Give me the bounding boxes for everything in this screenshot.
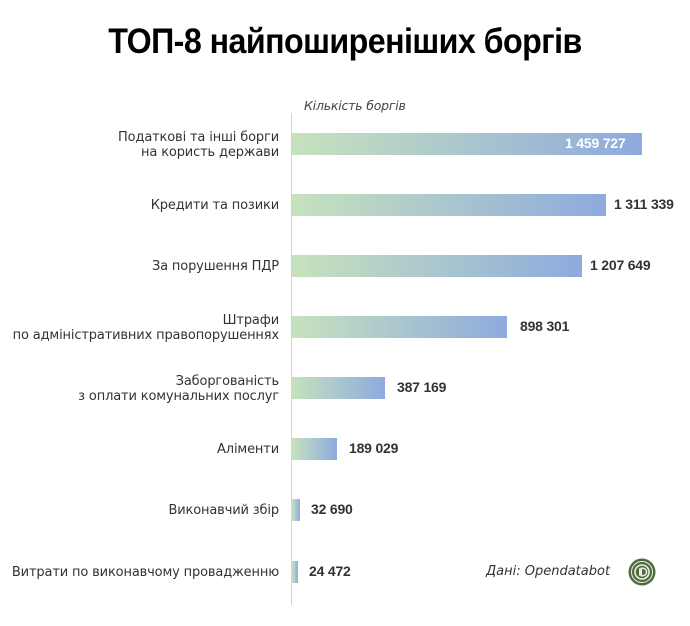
category-label-line: Аліменти xyxy=(217,442,279,457)
category-label-line: Кредити та позики xyxy=(150,198,279,213)
chart-title: ТОП-8 найпоширеніших боргів xyxy=(108,22,582,61)
category-label: Кредити та позики xyxy=(151,198,279,213)
category-label-line: з оплати комунальних послуг xyxy=(78,389,279,404)
bar xyxy=(292,561,298,583)
axis-line xyxy=(291,113,292,605)
category-label: Податкові та інші борги на користь держа… xyxy=(118,130,279,160)
bar-row: Заборгованість з оплати комунальних посл… xyxy=(0,374,690,404)
category-label: Виконавчий збір xyxy=(168,503,279,518)
category-label-line: Витрати по виконавчому провадженню xyxy=(11,565,279,580)
category-label: Аліменти xyxy=(217,442,279,457)
bar xyxy=(292,438,337,460)
category-label: Витрати по виконавчому провадженню xyxy=(12,565,279,580)
bar-row: Витрати по виконавчому провадженню 24 47… xyxy=(0,561,690,583)
category-label-line: на користь держави xyxy=(141,145,279,160)
bar-row: Кредити та позики 1 311 339 xyxy=(0,194,690,216)
category-label-line: Податкові та інші борги xyxy=(118,130,279,145)
category-label-line: Штрафи xyxy=(222,313,280,328)
bar xyxy=(292,316,507,338)
value-label: 1 459 727 xyxy=(565,135,626,151)
bar-row: Штрафи по адміністративних правопорушенн… xyxy=(0,313,690,343)
value-label: 1 311 339 xyxy=(614,196,674,212)
bar xyxy=(292,194,606,216)
category-label: За порушення ПДР xyxy=(152,259,279,274)
bar-row: За порушення ПДР 1 207 649 xyxy=(0,255,690,277)
bar xyxy=(292,377,385,399)
axis-label: Кількість боргів xyxy=(304,98,406,113)
category-label: Заборгованість з оплати комунальних посл… xyxy=(78,374,279,404)
value-label: 24 472 xyxy=(309,563,351,579)
category-label: Штрафи по адміністративних правопорушенн… xyxy=(12,313,280,343)
bar xyxy=(292,133,642,155)
bar-row: Податкові та інші борги на користь держа… xyxy=(0,130,690,160)
value-label: 1 207 649 xyxy=(590,257,651,273)
category-label-line: по адміністративних правопорушеннях xyxy=(12,328,280,343)
bar xyxy=(292,499,300,521)
value-label: 189 029 xyxy=(349,440,399,456)
opendatabot-logo-icon xyxy=(628,558,656,586)
data-source-label: Дані: Opendatabot xyxy=(486,564,611,579)
category-label-line: Виконавчий збір xyxy=(168,503,279,518)
value-label: 387 169 xyxy=(397,379,447,395)
value-label: 32 690 xyxy=(311,501,353,517)
value-label: 898 301 xyxy=(520,318,570,334)
category-label-line: За порушення ПДР xyxy=(151,259,279,274)
category-label-line: Заборгованість xyxy=(175,374,279,389)
bar-row: Виконавчий збір 32 690 xyxy=(0,499,690,521)
bar xyxy=(292,255,582,277)
bar-row: Аліменти 189 029 xyxy=(0,438,690,460)
